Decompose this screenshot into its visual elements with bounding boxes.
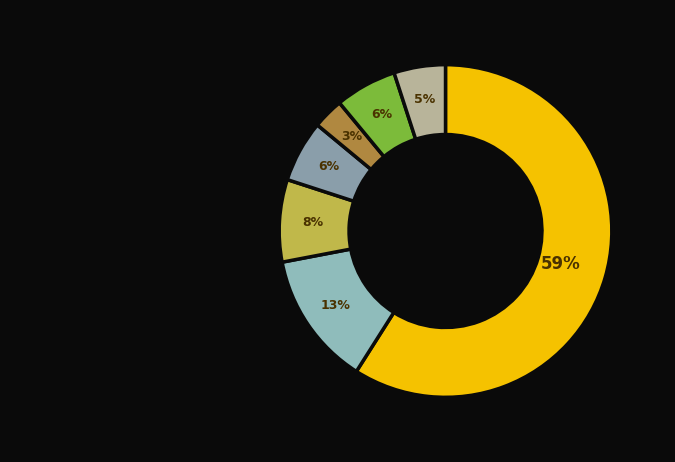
Text: 6%: 6% bbox=[319, 160, 340, 173]
Text: 6%: 6% bbox=[371, 108, 392, 121]
Wedge shape bbox=[356, 65, 612, 397]
Wedge shape bbox=[394, 65, 446, 139]
Wedge shape bbox=[288, 125, 371, 201]
Wedge shape bbox=[282, 249, 394, 371]
Text: 3%: 3% bbox=[341, 130, 362, 143]
Wedge shape bbox=[340, 73, 416, 157]
Text: 5%: 5% bbox=[414, 93, 435, 106]
Wedge shape bbox=[317, 103, 384, 170]
Wedge shape bbox=[279, 180, 354, 262]
Text: 59%: 59% bbox=[541, 255, 580, 274]
Text: 8%: 8% bbox=[302, 216, 323, 229]
Text: 13%: 13% bbox=[321, 299, 350, 312]
